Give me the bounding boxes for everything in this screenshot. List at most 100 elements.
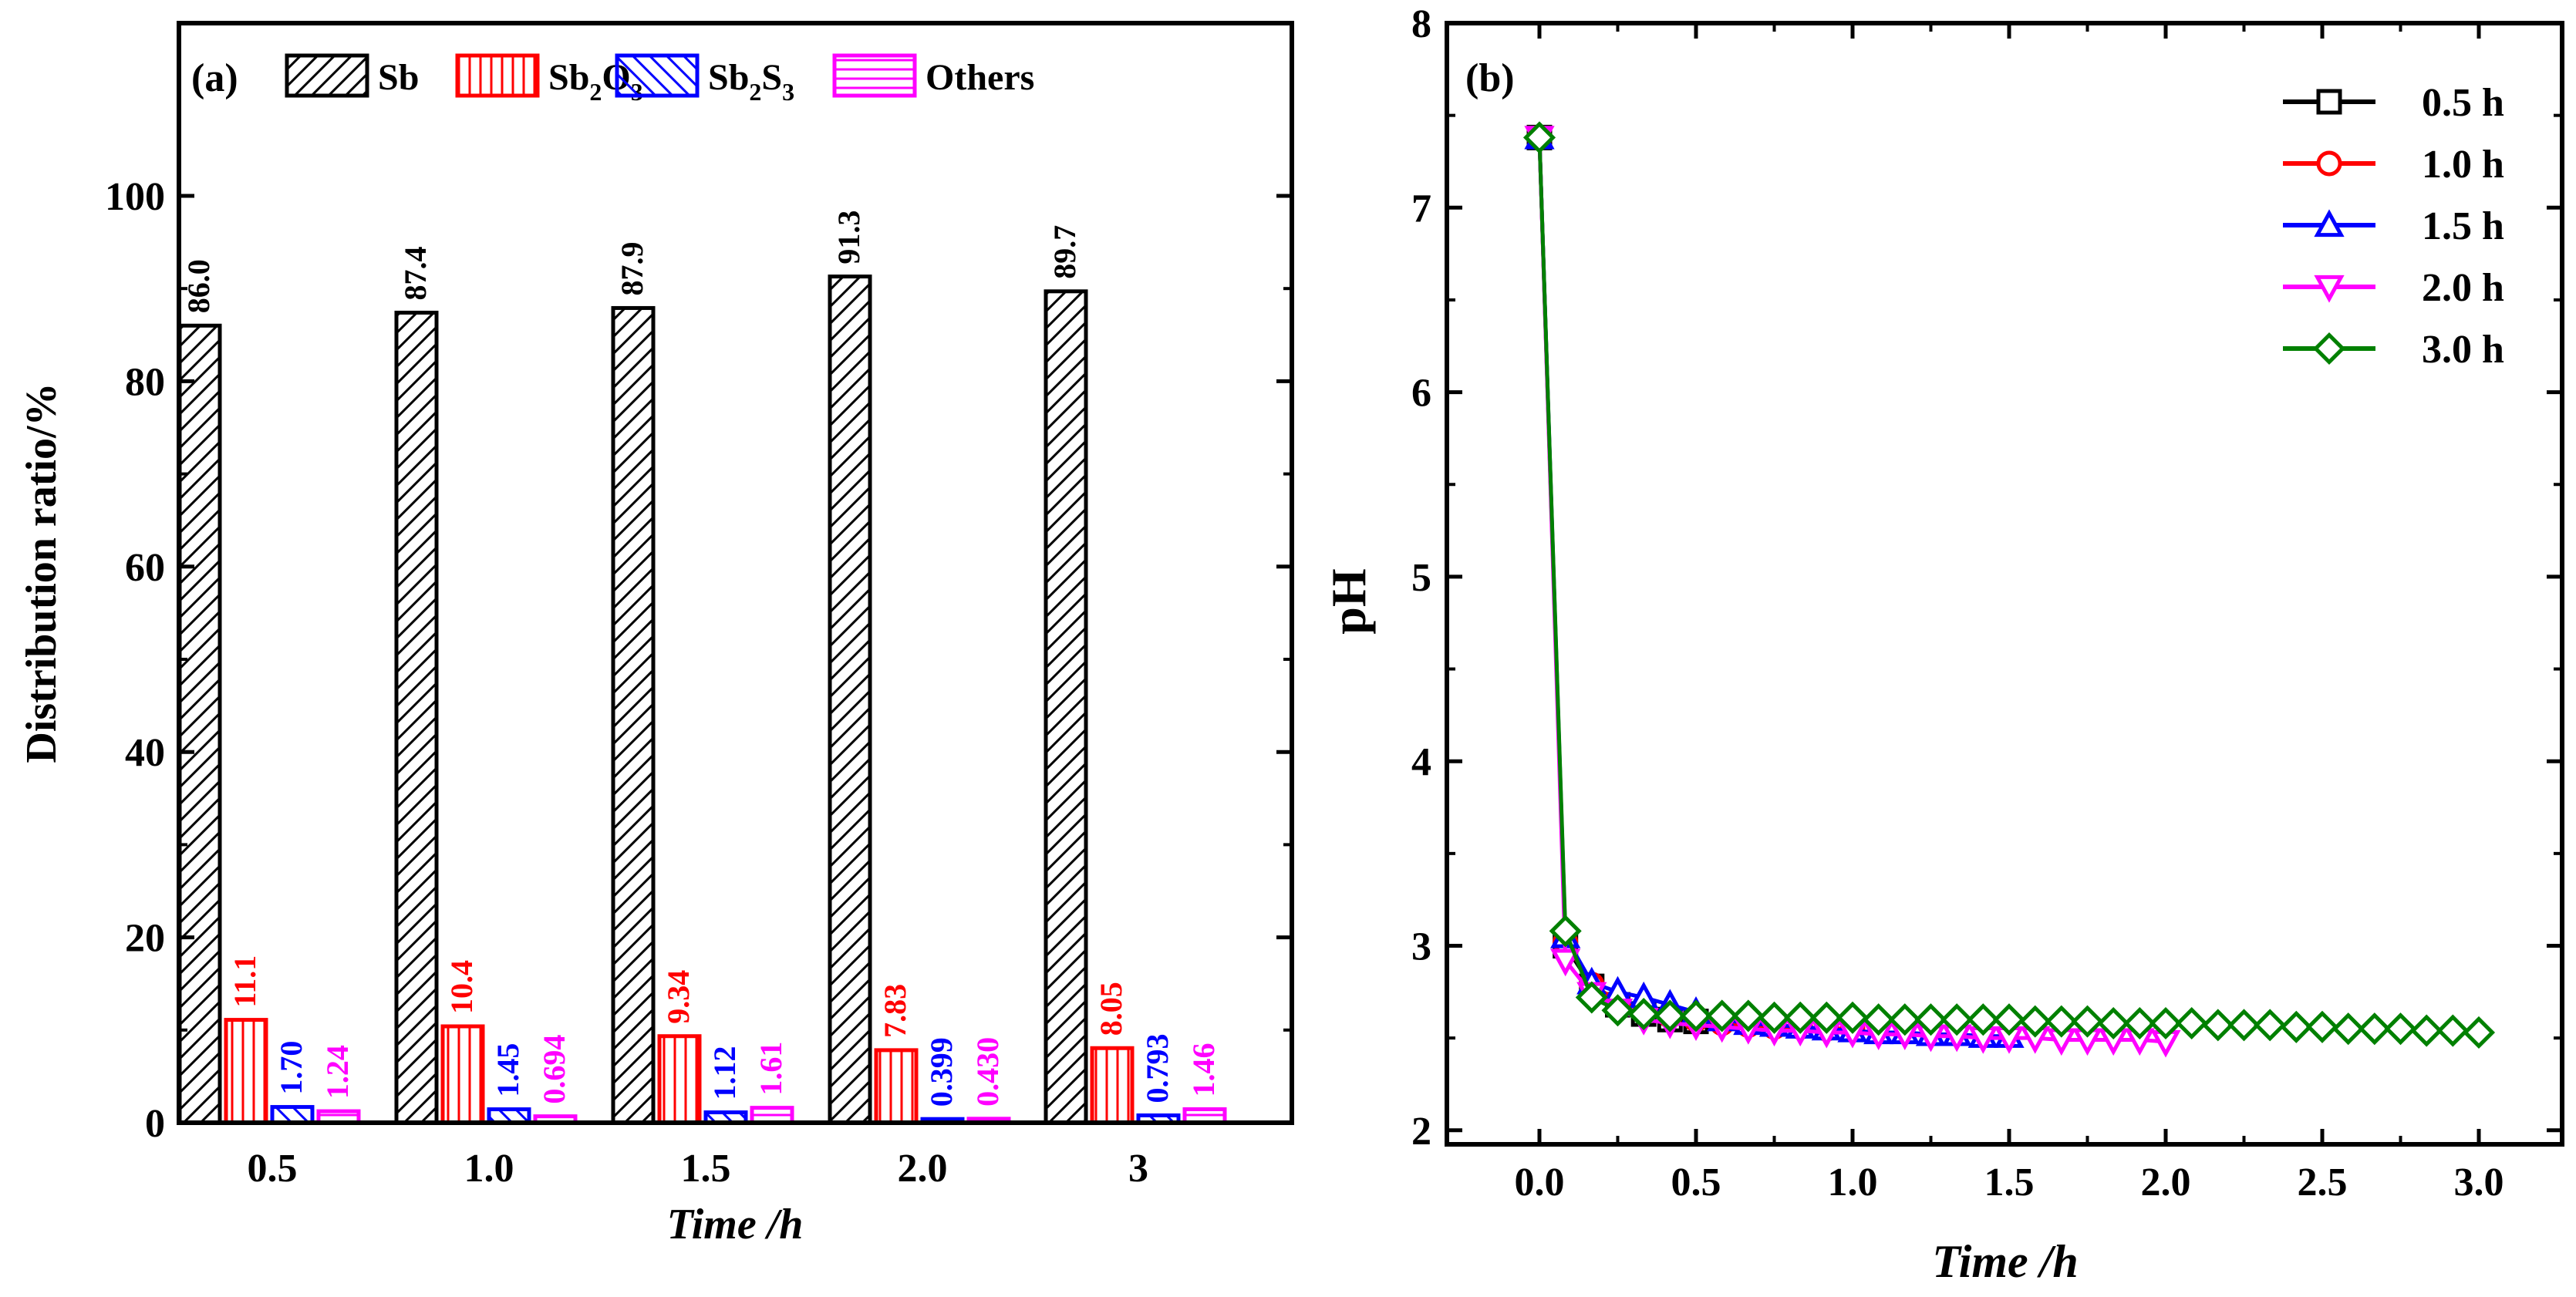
data-point bbox=[1992, 1003, 2026, 1036]
bar-sb2s3 bbox=[270, 1105, 315, 1125]
data-point bbox=[2097, 1006, 2130, 1040]
data-point bbox=[1601, 994, 1634, 1027]
data-point bbox=[1967, 1003, 2000, 1036]
series-3.0-h bbox=[1522, 121, 2496, 1049]
bar-value-label: 9.34 bbox=[661, 970, 696, 1024]
legend-marker bbox=[2312, 332, 2346, 366]
legend-label: 2.0 h bbox=[2422, 266, 2504, 310]
data-point bbox=[1575, 981, 1608, 1014]
bar-sb bbox=[1044, 289, 1088, 1125]
y-tick-label: 60 bbox=[125, 546, 165, 590]
panel-b-frame bbox=[1445, 21, 2564, 1147]
panel-a-legend: SbSb2O3Sb2S3Others bbox=[285, 53, 1034, 106]
data-point bbox=[2280, 1010, 2313, 1043]
x-tick-label: 0.5 bbox=[1671, 1161, 1721, 1204]
x-tick-label: 2.0 bbox=[2141, 1161, 2191, 1204]
data-point bbox=[1654, 999, 1687, 1033]
x-tick-label: 0.0 bbox=[1515, 1161, 1565, 1204]
series-1.0-h bbox=[1526, 124, 1866, 1042]
panel-b: 2 3 4 5 6 7 8 0.0 0.5 1.0 1.5 2.0 2.5 3.0 (b) 0.5 h 1.… bbox=[1321, 2, 2564, 1287]
x-tick-label: 1.0 bbox=[1828, 1161, 1878, 1204]
series-1.5-h bbox=[1524, 121, 2025, 1048]
y-tick-label: 2 bbox=[1411, 1110, 1431, 1154]
data-point bbox=[2201, 1009, 2234, 1042]
data-point bbox=[1940, 1003, 1974, 1036]
bar-value-label: 1.12 bbox=[707, 1046, 742, 1100]
data-point bbox=[2332, 1012, 2365, 1046]
panel-b-legend: 0.5 h 1.0 h 1.5 h 2.0 h 3.0 h bbox=[2283, 81, 2504, 372]
y-tick-label: 4 bbox=[1411, 740, 1431, 784]
panel-b-series bbox=[1522, 121, 2496, 1058]
data-point bbox=[2175, 1006, 2208, 1040]
data-point bbox=[1705, 999, 1738, 1033]
legend-swatch-others bbox=[832, 53, 917, 98]
legend-marker bbox=[2314, 209, 2345, 238]
legend-marker bbox=[2316, 89, 2342, 115]
bar-value-label: 1.70 bbox=[274, 1041, 309, 1095]
series-line bbox=[1537, 137, 1853, 1031]
data-point bbox=[1810, 1001, 1843, 1034]
bar-value-label: 1.24 bbox=[320, 1045, 355, 1099]
bar-sb2o3 bbox=[440, 1024, 485, 1125]
series-line bbox=[1537, 137, 2166, 1044]
data-point bbox=[1758, 1001, 1791, 1034]
x-tick-label: 2.0 bbox=[898, 1147, 948, 1191]
bar-value-label: 0.694 bbox=[537, 1035, 572, 1104]
data-point bbox=[2254, 1009, 2287, 1042]
series-2.0-h bbox=[1524, 126, 2181, 1058]
y-tick-label: 40 bbox=[125, 731, 165, 775]
data-point bbox=[2149, 1006, 2183, 1040]
bar-value-label: 1.46 bbox=[1186, 1043, 1221, 1097]
x-tick-label: 1.0 bbox=[464, 1147, 514, 1191]
data-point bbox=[1549, 915, 1582, 948]
data-point bbox=[2045, 1005, 2078, 1038]
data-point bbox=[1627, 998, 1661, 1031]
legend-label: 1.0 h bbox=[2422, 143, 2504, 187]
bar-value-label: 86.0 bbox=[181, 259, 216, 313]
data-point bbox=[1888, 1003, 1921, 1036]
panel-a-ticks: 0 20 40 60 80 100 0.5 1.0 1.5 2.0 3 bbox=[105, 175, 1292, 1191]
bar-sb2o3 bbox=[1090, 1046, 1135, 1125]
y-tick-label: 5 bbox=[1411, 556, 1431, 600]
panel-b-label: (b) bbox=[1465, 56, 1515, 100]
data-point bbox=[1522, 121, 1556, 154]
data-point bbox=[1862, 1003, 1895, 1036]
legend-label: 3.0 h bbox=[2422, 328, 2504, 372]
panel-a-label: (a) bbox=[191, 56, 238, 100]
bar-value-label: 8.05 bbox=[1094, 982, 1128, 1036]
bar-value-label: 87.4 bbox=[398, 246, 433, 300]
data-point bbox=[2018, 1005, 2052, 1038]
legend-label: 0.5 h bbox=[2422, 81, 2504, 125]
data-point bbox=[2384, 1012, 2417, 1046]
data-point bbox=[2436, 1014, 2470, 1047]
legend-label: 1.5 h bbox=[2422, 204, 2504, 248]
bar-value-label: 7.83 bbox=[878, 984, 912, 1038]
legend-swatch-sb bbox=[285, 53, 369, 98]
panel-b-y-axis-title: pH bbox=[1321, 568, 1376, 634]
data-point bbox=[1550, 948, 1581, 977]
bar-sb bbox=[611, 305, 656, 1125]
y-tick-label: 8 bbox=[1411, 2, 1431, 46]
y-tick-label: 0 bbox=[145, 1102, 165, 1146]
data-point bbox=[1784, 1001, 1817, 1034]
bar-value-label: 10.4 bbox=[444, 960, 479, 1014]
data-point bbox=[2123, 1006, 2156, 1040]
legend-label-sb2s3: Sb2S3 bbox=[708, 57, 794, 106]
data-point bbox=[2071, 1005, 2104, 1038]
bar-value-label: 87.9 bbox=[615, 241, 649, 295]
legend-label-others: Others bbox=[926, 57, 1034, 98]
panel-a-bars bbox=[177, 275, 1227, 1125]
bar-sb2o3 bbox=[224, 1018, 268, 1125]
x-tick-label: 0.5 bbox=[248, 1147, 298, 1191]
bar-value-label: 1.45 bbox=[491, 1043, 525, 1097]
bar-value-label: 0.430 bbox=[970, 1037, 1005, 1107]
bar-sb bbox=[394, 310, 439, 1125]
x-tick-label: 3 bbox=[1128, 1147, 1148, 1191]
y-tick-label: 100 bbox=[105, 175, 165, 219]
bar-value-label: 91.3 bbox=[831, 211, 866, 264]
bar-value-label: 1.61 bbox=[754, 1042, 788, 1096]
data-point bbox=[1679, 999, 1713, 1033]
data-point bbox=[1731, 999, 1765, 1033]
y-tick-label: 20 bbox=[125, 917, 165, 961]
